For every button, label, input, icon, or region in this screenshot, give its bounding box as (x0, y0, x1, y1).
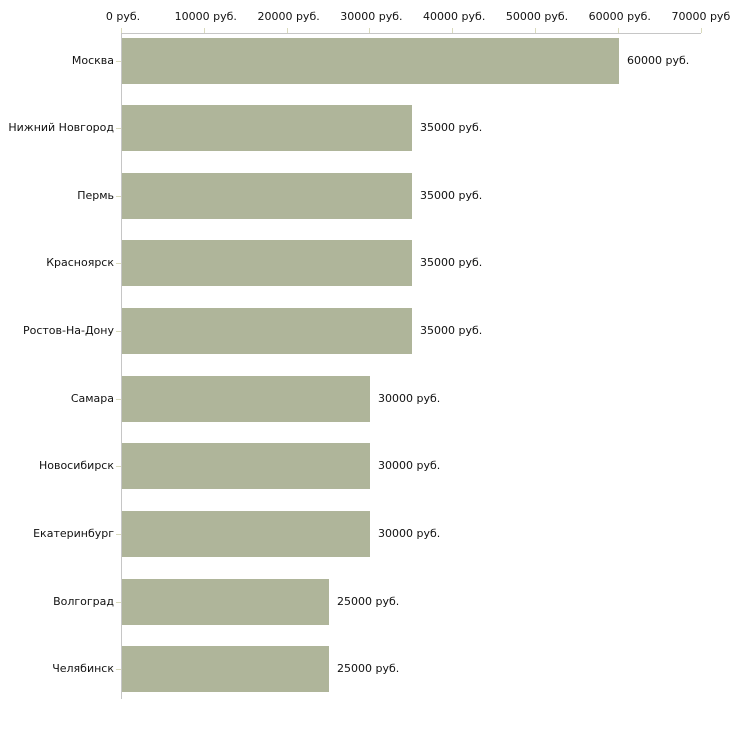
x-axis-line (121, 33, 701, 34)
x-axis-tick-label: 30000 руб. (340, 10, 403, 23)
x-axis-tick-label: 70000 руб. (671, 10, 730, 23)
x-axis-tick (452, 28, 454, 33)
y-axis-tick (116, 263, 121, 265)
x-axis-tick (203, 28, 205, 33)
y-axis-tick (116, 534, 121, 536)
category-label: Нижний Новгород (8, 121, 114, 135)
bar-value-label: 25000 руб. (337, 662, 400, 676)
category-label: Москва (71, 53, 114, 67)
x-axis-tick (535, 28, 536, 33)
y-axis-tick (116, 195, 121, 197)
bar-value-label: 30000 руб. (378, 459, 441, 473)
category-label: Красноярск (46, 256, 114, 270)
x-axis-tick-label: 20000 руб. (257, 10, 320, 23)
bar-9 (122, 646, 329, 693)
bar-1 (122, 105, 412, 152)
category-label: Самара (70, 391, 114, 405)
category-label: Челябинск (52, 662, 114, 676)
bar-value-label: 35000 руб. (420, 324, 483, 338)
y-axis-line (121, 33, 122, 699)
bar-8 (122, 578, 329, 625)
bar-3 (122, 240, 412, 287)
y-axis-tick (116, 128, 121, 130)
y-axis-tick (116, 331, 121, 333)
bar-value-label: 35000 руб. (420, 188, 483, 202)
bar-value-label: 60000 руб. (627, 53, 690, 67)
bar-5 (122, 375, 370, 422)
category-label: Ростов-На-Дону (22, 324, 114, 338)
x-axis-tick (617, 28, 619, 33)
y-axis-tick (116, 601, 121, 603)
bar-2 (122, 172, 412, 219)
x-axis-tick-label: 10000 руб. (174, 10, 237, 23)
category-label: Екатеринбург (33, 527, 114, 541)
y-axis-tick (116, 669, 121, 671)
bar-6 (122, 443, 370, 490)
x-axis-tick (286, 28, 288, 33)
y-axis-tick (116, 466, 121, 468)
bar-value-label: 35000 руб. (420, 121, 483, 135)
x-axis-tick (121, 28, 122, 33)
y-axis-tick (116, 398, 121, 400)
x-axis-tick (700, 28, 702, 33)
y-axis-tick (116, 60, 121, 62)
x-axis-tick (369, 28, 371, 33)
bar-value-label: 30000 руб. (378, 391, 441, 405)
bar-0 (122, 37, 619, 84)
bar-value-label: 25000 руб. (337, 594, 400, 608)
category-label: Новосибирск (38, 459, 114, 473)
bar-value-label: 35000 руб. (420, 256, 483, 270)
category-label: Волгоград (53, 594, 114, 608)
bar-value-label: 30000 руб. (378, 527, 441, 541)
x-axis-tick-label: 0 руб. (105, 10, 141, 23)
x-axis-tick-label: 50000 руб. (505, 10, 569, 23)
bar-4 (122, 308, 412, 355)
category-label: Пермь (77, 188, 114, 202)
bar-7 (122, 511, 370, 558)
x-axis-tick-label: 60000 руб. (588, 10, 651, 23)
x-axis-tick-label: 40000 руб. (423, 10, 486, 23)
